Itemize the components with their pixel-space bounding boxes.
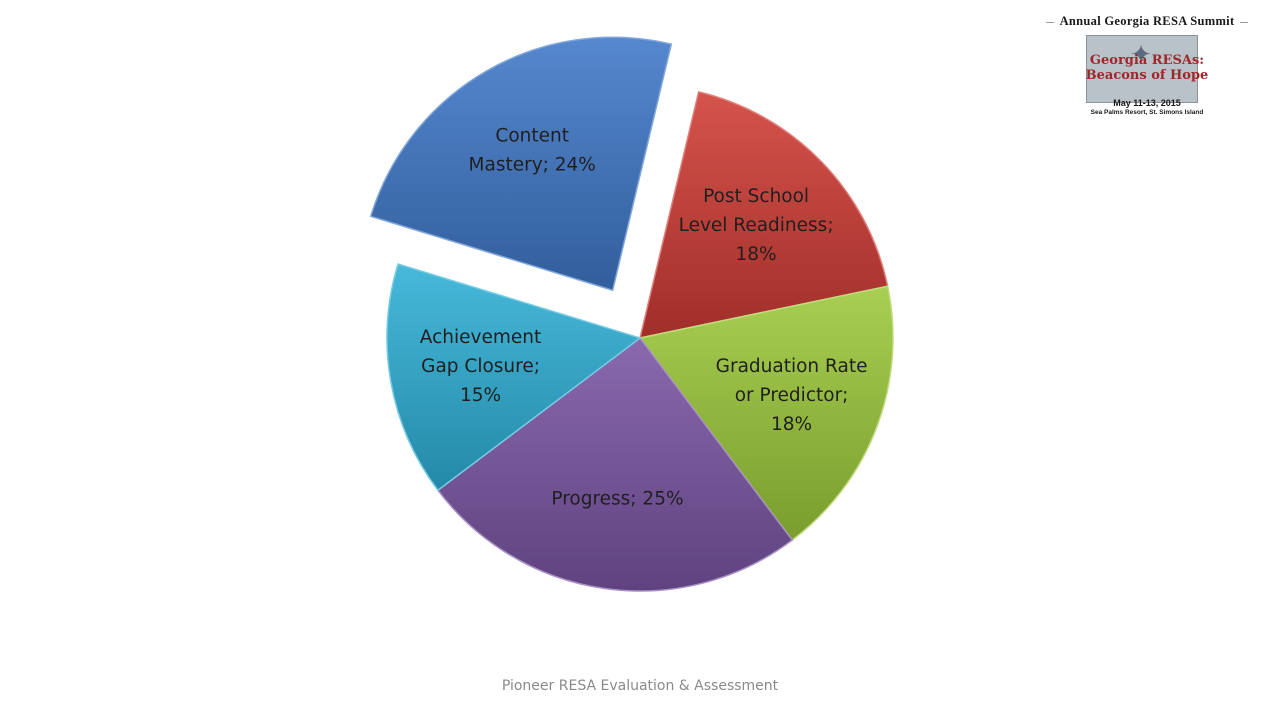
compass-star-icon: ✦ xyxy=(1130,40,1152,70)
pie-slice-achievement-gap-closure xyxy=(386,263,642,492)
pie-label-achievement-gap-closure: Achievement Gap Closure; 15% xyxy=(420,327,541,406)
pie-label-line: or Predictor; xyxy=(735,385,849,406)
pie-slice-content-mastery xyxy=(369,36,673,292)
pie-slice-progress xyxy=(436,336,794,592)
pie-label-line: Graduation Rate xyxy=(716,356,868,377)
pie-label-line: 18% xyxy=(771,414,812,435)
summit-logo: Annual Georgia RESA Summit ✦ Georgia RES… xyxy=(1042,8,1252,118)
pie-slice-post-school-level-readiness xyxy=(638,90,889,339)
pie-label-line: 15% xyxy=(460,385,501,406)
pie-label-line: Achievement xyxy=(420,327,541,348)
pie-label-post-school-level-readiness: Post School Level Readiness; 18% xyxy=(679,186,834,265)
pie-label-progress: Progress; 25% xyxy=(551,488,683,509)
slide-footer: Pioneer RESA Evaluation & Assessment xyxy=(501,678,779,694)
logo-dates: May 11-13, 2015 xyxy=(1113,98,1181,108)
pie-label-line: Gap Closure; xyxy=(421,356,540,377)
logo-venue: Sea Palms Resort, St. Simons Island xyxy=(1090,109,1204,116)
logo-tagline: Georgia RESAs: Beacons of Hope xyxy=(1085,53,1209,83)
pie-label-line: 18% xyxy=(736,244,777,265)
pie-label-content-mastery: Content Mastery; 24% xyxy=(469,125,596,175)
pie-label-graduation-rate-or-predictor: Graduation Rate or Predictor; 18% xyxy=(716,356,868,435)
pie-label-line: Post School xyxy=(703,186,809,207)
logo-emblem: ✦ xyxy=(1086,35,1198,103)
pie-label-line: Mastery; 24% xyxy=(469,154,596,175)
pie-label-line: Level Readiness; xyxy=(679,215,834,236)
pie-slice-graduation-rate-or-predictor xyxy=(638,285,894,542)
pie-label-line: Progress; 25% xyxy=(551,488,683,509)
logo-title: Annual Georgia RESA Summit xyxy=(1059,14,1235,28)
pie-label-line: Content xyxy=(495,125,569,146)
